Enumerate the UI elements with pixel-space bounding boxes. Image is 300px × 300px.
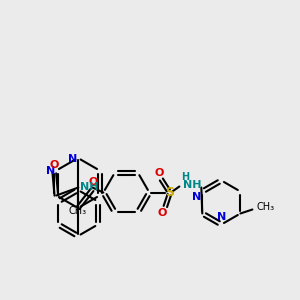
Text: CH₃: CH₃ <box>69 206 87 216</box>
Text: CH₃: CH₃ <box>256 202 274 212</box>
Text: N: N <box>217 212 226 223</box>
Text: H: H <box>181 172 189 182</box>
Text: NH: NH <box>80 182 99 193</box>
Text: O: O <box>158 208 167 218</box>
Text: N: N <box>46 166 55 176</box>
Text: NH: NH <box>183 179 202 190</box>
Text: O: O <box>88 177 98 187</box>
Text: N: N <box>192 193 201 202</box>
Text: O: O <box>50 160 59 170</box>
Text: O: O <box>155 167 164 178</box>
Text: S: S <box>165 186 174 199</box>
Text: N: N <box>68 154 77 164</box>
